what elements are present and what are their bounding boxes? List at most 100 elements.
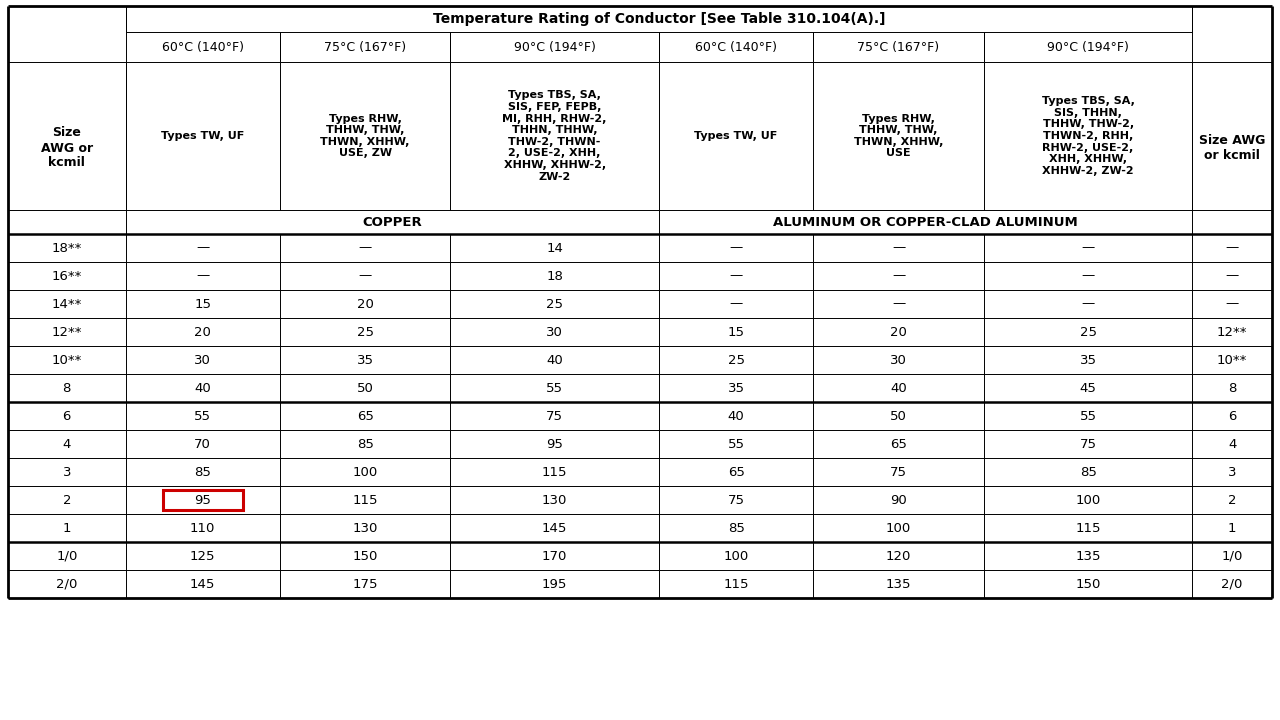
Text: 50: 50 xyxy=(357,382,374,395)
Text: 85: 85 xyxy=(357,438,374,451)
Text: 125: 125 xyxy=(189,549,215,562)
Text: 45: 45 xyxy=(1079,382,1097,395)
Text: 195: 195 xyxy=(541,577,567,590)
Text: 100: 100 xyxy=(1075,493,1101,506)
Text: 75: 75 xyxy=(1079,438,1097,451)
Text: 65: 65 xyxy=(357,410,374,423)
Text: 2: 2 xyxy=(1228,493,1236,506)
Text: —: — xyxy=(730,297,742,310)
Text: 150: 150 xyxy=(352,549,378,562)
Text: 12**: 12** xyxy=(1217,325,1248,338)
Text: 10**: 10** xyxy=(1217,354,1248,366)
Text: 135: 135 xyxy=(886,577,911,590)
Text: 55: 55 xyxy=(195,410,211,423)
Text: 2/0: 2/0 xyxy=(1221,577,1243,590)
Text: 75: 75 xyxy=(547,410,563,423)
Text: 40: 40 xyxy=(890,382,906,395)
Text: 35: 35 xyxy=(1079,354,1097,366)
Text: 50: 50 xyxy=(890,410,908,423)
Text: —: — xyxy=(358,241,371,254)
Text: 20: 20 xyxy=(890,325,908,338)
Text: 110: 110 xyxy=(189,521,215,534)
Text: 25: 25 xyxy=(727,354,745,366)
Text: 90: 90 xyxy=(890,493,906,506)
Text: Types TW, UF: Types TW, UF xyxy=(695,131,778,141)
Text: 135: 135 xyxy=(1075,549,1101,562)
Text: 30: 30 xyxy=(890,354,908,366)
Text: 145: 145 xyxy=(541,521,567,534)
Text: 55: 55 xyxy=(547,382,563,395)
Text: 40: 40 xyxy=(728,410,745,423)
Text: 20: 20 xyxy=(195,325,211,338)
Text: 130: 130 xyxy=(352,521,378,534)
Text: ALUMINUM OR COPPER-CLAD ALUMINUM: ALUMINUM OR COPPER-CLAD ALUMINUM xyxy=(773,215,1078,228)
Text: 14**: 14** xyxy=(51,297,82,310)
Text: Types TBS, SA,
SIS, FEP, FEPB,
MI, RHH, RHW-2,
THHN, THHW,
THW-2, THWN-
2, USE-2: Types TBS, SA, SIS, FEP, FEPB, MI, RHH, … xyxy=(503,91,607,181)
Text: 4: 4 xyxy=(63,438,70,451)
Text: —: — xyxy=(1225,241,1239,254)
Text: Types RHW,
THHW, THW,
THWN, XHHW,
USE, ZW: Types RHW, THHW, THW, THWN, XHHW, USE, Z… xyxy=(320,114,410,158)
Text: —: — xyxy=(892,269,905,282)
Text: 115: 115 xyxy=(1075,521,1101,534)
Text: 115: 115 xyxy=(723,577,749,590)
Text: 95: 95 xyxy=(195,493,211,506)
Text: 90°C (194°F): 90°C (194°F) xyxy=(513,40,595,53)
Text: 75: 75 xyxy=(890,466,908,479)
Text: 25: 25 xyxy=(547,297,563,310)
Text: 100: 100 xyxy=(352,466,378,479)
Text: 20: 20 xyxy=(357,297,374,310)
Text: —: — xyxy=(358,269,371,282)
Text: 35: 35 xyxy=(727,382,745,395)
Text: Types TW, UF: Types TW, UF xyxy=(161,131,244,141)
Text: 75: 75 xyxy=(727,493,745,506)
Text: 15: 15 xyxy=(195,297,211,310)
Text: —: — xyxy=(730,269,742,282)
Text: 2/0: 2/0 xyxy=(56,577,78,590)
Text: 1: 1 xyxy=(63,521,70,534)
Text: 14: 14 xyxy=(547,241,563,254)
Text: Temperature Rating of Conductor [See Table 310.104(A).]: Temperature Rating of Conductor [See Tab… xyxy=(433,12,886,26)
Text: 18**: 18** xyxy=(51,241,82,254)
Text: 175: 175 xyxy=(352,577,378,590)
Text: —: — xyxy=(196,269,210,282)
Text: 90°C (194°F): 90°C (194°F) xyxy=(1047,40,1129,53)
Text: 30: 30 xyxy=(195,354,211,366)
Text: Size
AWG or
kcmil: Size AWG or kcmil xyxy=(41,127,93,169)
Text: 170: 170 xyxy=(541,549,567,562)
Text: 85: 85 xyxy=(1079,466,1097,479)
Text: 2: 2 xyxy=(63,493,70,506)
Text: 60°C (140°F): 60°C (140°F) xyxy=(695,40,777,53)
Text: —: — xyxy=(730,241,742,254)
Text: 130: 130 xyxy=(541,493,567,506)
Text: 95: 95 xyxy=(547,438,563,451)
Text: 1: 1 xyxy=(1228,521,1236,534)
Text: COPPER: COPPER xyxy=(362,215,422,228)
Text: 70: 70 xyxy=(195,438,211,451)
Text: 40: 40 xyxy=(547,354,563,366)
Text: 6: 6 xyxy=(1228,410,1236,423)
Text: 40: 40 xyxy=(195,382,211,395)
Text: 115: 115 xyxy=(352,493,378,506)
Text: 3: 3 xyxy=(63,466,70,479)
Text: 100: 100 xyxy=(723,549,749,562)
Text: 8: 8 xyxy=(1228,382,1236,395)
Text: 85: 85 xyxy=(727,521,745,534)
Text: 18: 18 xyxy=(547,269,563,282)
Text: 55: 55 xyxy=(1079,410,1097,423)
Text: —: — xyxy=(892,297,905,310)
Text: 4: 4 xyxy=(1228,438,1236,451)
Text: 10**: 10** xyxy=(51,354,82,366)
Text: 120: 120 xyxy=(886,549,911,562)
Text: Size AWG
or kcmil: Size AWG or kcmil xyxy=(1199,134,1266,162)
Text: 12**: 12** xyxy=(51,325,82,338)
Text: 75°C (167°F): 75°C (167°F) xyxy=(324,40,406,53)
Text: 3: 3 xyxy=(1228,466,1236,479)
Text: 100: 100 xyxy=(886,521,911,534)
Text: 16**: 16** xyxy=(51,269,82,282)
Text: 60°C (140°F): 60°C (140°F) xyxy=(161,40,243,53)
Text: 65: 65 xyxy=(890,438,908,451)
Text: 65: 65 xyxy=(727,466,745,479)
Text: —: — xyxy=(1082,241,1094,254)
Text: 25: 25 xyxy=(1079,325,1097,338)
Text: 75°C (167°F): 75°C (167°F) xyxy=(858,40,940,53)
